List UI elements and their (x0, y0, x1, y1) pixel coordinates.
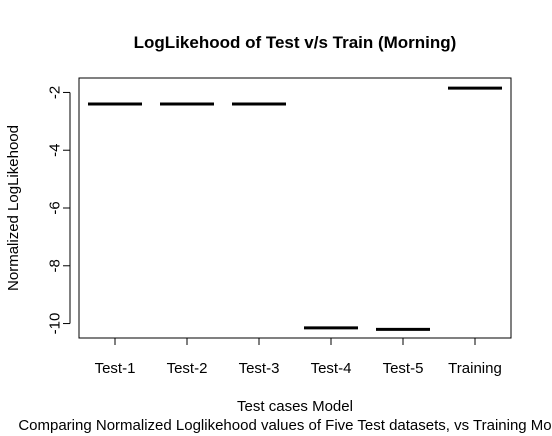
x-tick-label: Test-4 (311, 360, 352, 377)
y-tick-label: -4 (46, 144, 63, 157)
x-tick-label: Test-5 (383, 360, 424, 377)
y-axis: -2 -4 -6 -8 -10 (46, 86, 70, 335)
x-axis-label: Test cases Model (237, 398, 353, 415)
y-tick-label: -10 (46, 313, 63, 335)
chart-subtitle: Comparing Normalized Loglikehood values … (18, 417, 552, 434)
y-axis-label: Normalized LogLikehood (5, 125, 22, 291)
y-tick-label: -2 (46, 86, 63, 99)
y-tick-label: -6 (46, 201, 63, 214)
y-tick-label: -8 (46, 259, 63, 272)
x-tick-label: Training (448, 360, 502, 377)
plot-frame (79, 78, 511, 338)
x-axis: Test-1 Test-2 Test-3 Test-4 Test-5 Training (95, 338, 502, 377)
data-marks (88, 88, 502, 329)
x-tick-label: Test-1 (95, 360, 136, 377)
chart-title: LogLikehood of Test v/s Train (Morning) (134, 33, 457, 52)
x-tick-label: Test-2 (167, 360, 208, 377)
x-tick-label: Test-3 (239, 360, 280, 377)
